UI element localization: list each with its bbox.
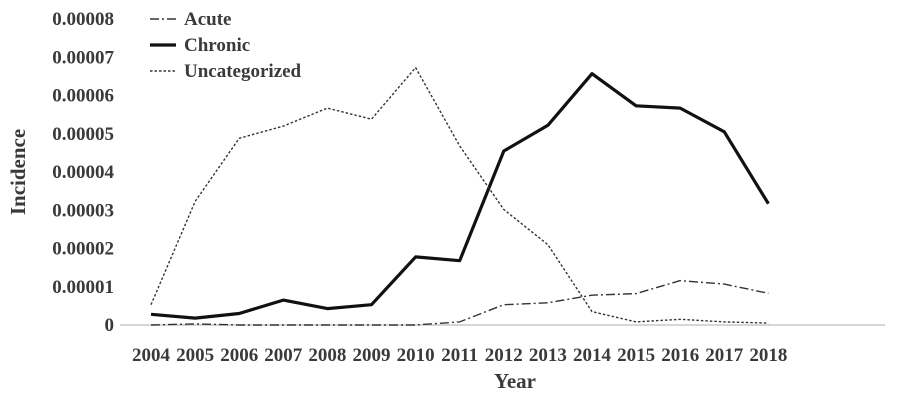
- y-tick-label: 0.00008: [52, 9, 114, 30]
- x-tick-label: 2016: [661, 345, 699, 366]
- x-tick-label: 2017: [705, 345, 744, 366]
- y-tick-label: 0.00002: [52, 239, 114, 260]
- x-tick-label: 2011: [441, 345, 478, 366]
- x-tick-label: 2012: [485, 345, 523, 366]
- y-tick-label: 0.00004: [52, 162, 114, 183]
- legend-label-acute: Acute: [184, 9, 231, 30]
- legend-label-uncategorized: Uncategorized: [184, 61, 302, 82]
- y-tick-label: 0.00003: [52, 200, 114, 221]
- series-line-uncategorized: [150, 66, 769, 324]
- y-axis-title: Incidence: [6, 129, 30, 215]
- y-tick-label: 0.00006: [52, 86, 114, 107]
- series-line-acute: [150, 279, 769, 326]
- x-tick-label: 2013: [529, 345, 567, 366]
- x-tick-label: 2007: [264, 345, 303, 366]
- x-tick-label: 2006: [220, 345, 258, 366]
- x-tick-label: 2008: [308, 345, 346, 366]
- x-tick-label: 2018: [749, 345, 787, 366]
- x-axis-title: Year: [494, 369, 536, 393]
- y-tick-labels: 0 0.00001 0.00002 0.00003 0.00004 0.00005 0.00…: [52, 9, 114, 336]
- legend-label-chronic: Chronic: [184, 35, 250, 56]
- x-tick-labels: 2004 2005 2006 2007 2008 2009 2010 2011 2012 2013…: [132, 345, 787, 366]
- series-lines: [150, 66, 770, 326]
- y-tick-label: 0.00007: [52, 47, 114, 68]
- x-tick-label: 2015: [617, 345, 655, 366]
- y-tick-label: 0.00005: [52, 124, 114, 145]
- x-tick-label: 2014: [573, 345, 612, 366]
- x-tick-label: 2004: [132, 345, 171, 366]
- y-tick-label: 0: [105, 315, 115, 336]
- y-tick-label: 0.00001: [52, 277, 114, 298]
- x-tick-label: 2010: [397, 345, 435, 366]
- series-line-chronic: [150, 72, 770, 320]
- x-tick-label: 2005: [176, 345, 214, 366]
- x-tick-label: 2009: [353, 345, 391, 366]
- legend: Acute Chronic Uncategorized: [150, 9, 302, 82]
